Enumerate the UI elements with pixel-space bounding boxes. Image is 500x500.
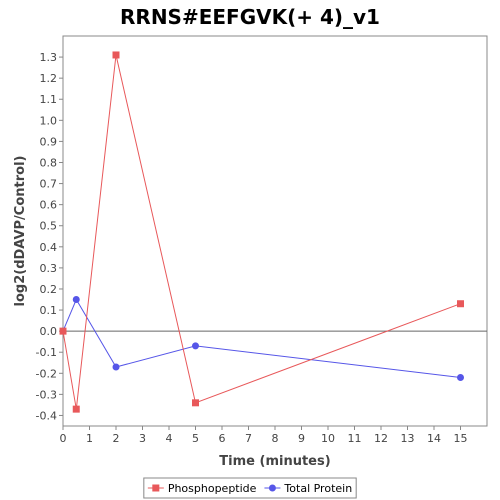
y-tick-label: -0.3	[36, 388, 57, 401]
y-tick-label: 0.9	[40, 135, 58, 148]
y-tick-label: 0.8	[40, 156, 58, 169]
x-tick-label: 2	[113, 432, 120, 445]
data-point	[72, 405, 80, 413]
y-tick-label: 0.5	[40, 220, 58, 233]
y-tick-label: 1.0	[40, 114, 58, 127]
x-tick-label: 4	[166, 432, 173, 445]
data-point	[72, 296, 80, 304]
y-tick-label: 0.3	[40, 262, 58, 275]
x-tick-label: 12	[374, 432, 388, 445]
x-tick-label: 13	[401, 432, 415, 445]
data-point	[192, 342, 199, 350]
x-tick-label: 3	[139, 432, 146, 445]
y-tick-label: 0.6	[40, 199, 58, 212]
series-layer	[59, 51, 464, 413]
x-tick-label: 6	[219, 432, 226, 445]
data-point	[112, 51, 120, 59]
y-axis-label: log2(dDAVP/Control)	[13, 156, 28, 307]
y-tick-label: -0.4	[36, 409, 57, 422]
y-tick-label: 1.1	[40, 93, 58, 106]
x-tick-label: 1	[86, 432, 93, 445]
x-tick-label: 11	[348, 432, 362, 445]
x-tick-label: 15	[454, 432, 468, 445]
data-point	[457, 300, 464, 308]
x-axis-label: Time (minutes)	[219, 454, 330, 469]
y-axis: -0.4 -0.3 -0.2 -0.1 0.0 0.1 0.2 0.3 0.4 0.5 0.6 0.7…	[36, 51, 63, 422]
y-tick-label: -0.1	[36, 346, 57, 359]
data-point	[59, 327, 67, 335]
x-tick-label: 0	[60, 432, 67, 445]
chart-title: RRNS#EEFGVK(+ 4)_v1	[120, 5, 380, 29]
legend-marker	[152, 484, 160, 492]
x-tick-label: 8	[272, 432, 279, 445]
legend: Phosphopeptide Total Protein	[143, 477, 357, 499]
x-tick-label: 7	[245, 432, 252, 445]
data-point	[112, 363, 120, 371]
x-tick-label: 5	[192, 432, 199, 445]
data-point	[457, 374, 464, 382]
x-tick-label: 10	[321, 432, 335, 445]
data-point	[192, 399, 199, 407]
y-tick-label: 0.7	[40, 178, 58, 191]
y-tick-label: 1.3	[40, 51, 58, 64]
y-tick-label: 0.2	[40, 283, 58, 296]
legend-label: Total Protein	[283, 482, 352, 495]
x-axis: 0 1 2 3 4 5 6 7 8 9 10 11 12 13 14 15	[60, 426, 468, 445]
plot-area	[62, 35, 488, 427]
y-tick-label: 0.0	[40, 325, 58, 338]
legend-marker	[268, 484, 276, 492]
legend-box	[143, 477, 357, 499]
x-tick-label: 9	[298, 432, 305, 445]
legend-label: Phosphopeptide	[168, 482, 257, 495]
y-tick-label: 1.2	[40, 72, 58, 85]
y-tick-label: 0.1	[40, 304, 58, 317]
y-tick-label: 0.4	[40, 241, 58, 254]
y-tick-label: -0.2	[36, 367, 57, 380]
x-tick-label: 14	[427, 432, 441, 445]
